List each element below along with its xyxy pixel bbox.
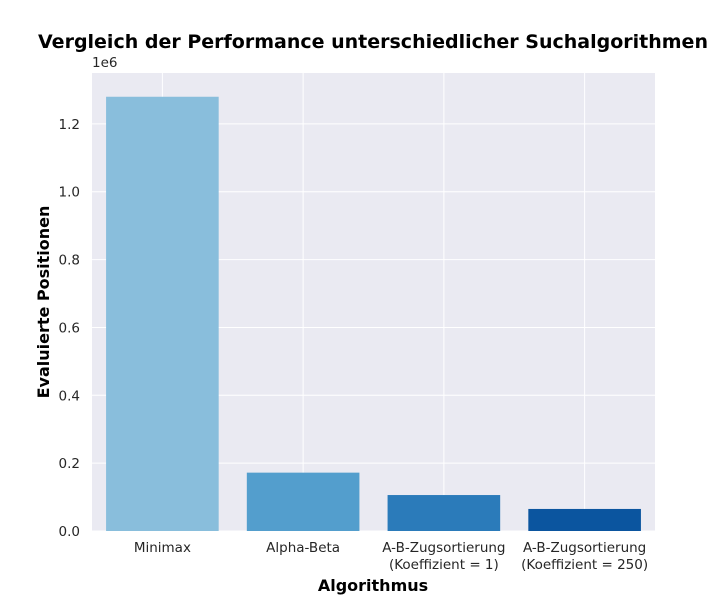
y-axis-title: Evaluierte Positionen <box>34 206 53 399</box>
bar <box>387 495 501 531</box>
y-axis-ticks: 0.0 0.2 0.4 0.6 0.8 1.0 1.2 <box>59 117 80 540</box>
y-axis-offset-label: 1e6 <box>92 55 117 71</box>
x-tick-label: A-B-Zugsortierung (Koeffizient = 1) <box>382 540 505 573</box>
x-tick-label: Alpha-Beta <box>266 540 340 556</box>
bar <box>106 96 219 532</box>
y-tick-label: 0.0 <box>59 524 80 540</box>
x-tick-label: Minimax <box>134 540 191 556</box>
x-tick-label: A-B-Zugsortierung (Koeffizient = 250) <box>521 540 648 573</box>
chart-title: Vergleich der Performance unterschiedlic… <box>38 31 708 53</box>
y-tick-label: 0.6 <box>59 320 80 336</box>
y-tick-label: 0.2 <box>59 456 80 472</box>
x-axis-title: Algorithmus <box>318 576 428 595</box>
bars <box>106 96 641 532</box>
y-tick-label: 1.2 <box>59 117 80 133</box>
x-axis-ticks: Minimax Alpha-Beta A-B-Zugsortierung (Koeff… <box>134 540 648 573</box>
y-tick-label: 0.4 <box>59 388 80 404</box>
y-tick-label: 0.8 <box>59 253 80 269</box>
y-tick-label: 1.0 <box>59 185 80 201</box>
bar <box>246 472 360 531</box>
bar <box>528 508 641 531</box>
